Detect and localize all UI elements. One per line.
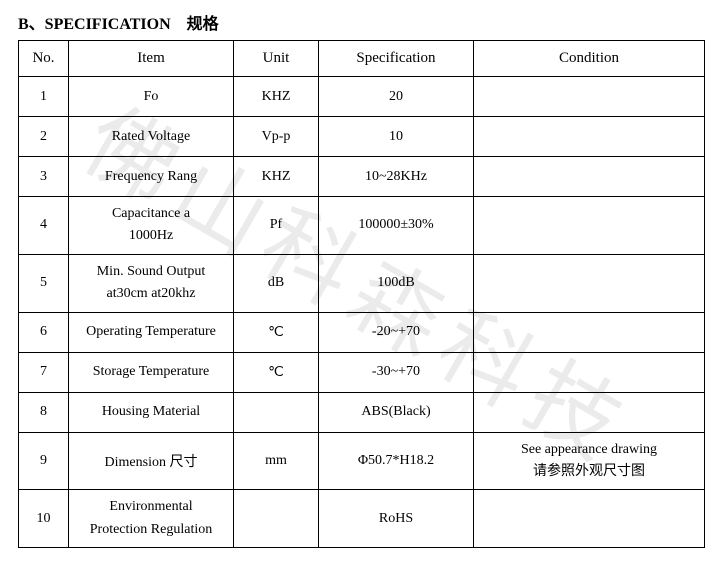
cell-spec: ABS(Black) [319, 392, 474, 432]
cell-unit [234, 490, 319, 548]
cell-item-line1: Min. Sound Output [97, 264, 206, 279]
cell-no: 8 [19, 392, 69, 432]
table-row: 4 Capacitance a 1000Hz Pf 100000±30% [19, 197, 705, 255]
cell-item: Environmental Protection Regulation [69, 490, 234, 548]
cell-item: Operating Temperature [69, 312, 234, 352]
cell-item-line2: at30cm at20khz [106, 286, 195, 301]
cell-unit: KHZ [234, 77, 319, 117]
table-row: 10 Environmental Protection Regulation R… [19, 490, 705, 548]
cell-no: 10 [19, 490, 69, 548]
table-row: 2 Rated Voltage Vp-p 10 [19, 117, 705, 157]
cell-item: Storage Temperature [69, 352, 234, 392]
cell-cond [474, 197, 705, 255]
table-row: 5 Min. Sound Output at30cm at20khz dB 10… [19, 254, 705, 312]
cell-no: 9 [19, 432, 69, 490]
col-header-unit: Unit [234, 41, 319, 77]
cell-no: 1 [19, 77, 69, 117]
cell-cond-line2: 请参照外观尺寸图 [533, 464, 645, 479]
table-row: 9 Dimension 尺寸 mm Φ50.7*H18.2 See appear… [19, 432, 705, 490]
table-row: 8 Housing Material ABS(Black) [19, 392, 705, 432]
table-row: 7 Storage Temperature ℃ -30~+70 [19, 352, 705, 392]
cell-cond: See appearance drawing 请参照外观尺寸图 [474, 432, 705, 490]
cell-no: 2 [19, 117, 69, 157]
cell-spec: -30~+70 [319, 352, 474, 392]
cell-no: 6 [19, 312, 69, 352]
cell-unit: dB [234, 254, 319, 312]
cell-cond [474, 490, 705, 548]
specification-table: No. Item Unit Specification Condition 1 … [18, 40, 705, 548]
cell-item: Rated Voltage [69, 117, 234, 157]
cell-unit: ℃ [234, 352, 319, 392]
cell-item-line2: Protection Regulation [90, 522, 212, 537]
cell-item: Capacitance a 1000Hz [69, 197, 234, 255]
cell-item-line1: Environmental [109, 499, 192, 514]
cell-item-line1: Capacitance a [112, 206, 190, 221]
cell-no: 7 [19, 352, 69, 392]
table-header-row: No. Item Unit Specification Condition [19, 41, 705, 77]
table-row: 6 Operating Temperature ℃ -20~+70 [19, 312, 705, 352]
cell-unit [234, 392, 319, 432]
cell-spec: Φ50.7*H18.2 [319, 432, 474, 490]
cell-item-line2: 1000Hz [129, 228, 173, 243]
col-header-spec: Specification [319, 41, 474, 77]
cell-unit: Pf [234, 197, 319, 255]
cell-cond [474, 312, 705, 352]
cell-cond [474, 157, 705, 197]
cell-spec: 10 [319, 117, 474, 157]
cell-spec: 100000±30% [319, 197, 474, 255]
cell-unit: Vp-p [234, 117, 319, 157]
cell-item: Housing Material [69, 392, 234, 432]
cell-cond [474, 117, 705, 157]
cell-spec: 20 [319, 77, 474, 117]
col-header-item: Item [69, 41, 234, 77]
col-header-cond: Condition [474, 41, 705, 77]
cell-cond [474, 392, 705, 432]
table-row: 1 Fo KHZ 20 [19, 77, 705, 117]
section-heading: B、SPECIFICATION 规格 [18, 10, 705, 34]
cell-spec: RoHS [319, 490, 474, 548]
cell-item: Min. Sound Output at30cm at20khz [69, 254, 234, 312]
cell-no: 3 [19, 157, 69, 197]
cell-item: Dimension 尺寸 [69, 432, 234, 490]
cell-cond [474, 352, 705, 392]
cell-cond [474, 254, 705, 312]
cell-item: Frequency Rang [69, 157, 234, 197]
cell-item: Fo [69, 77, 234, 117]
cell-unit: mm [234, 432, 319, 490]
table-row: 3 Frequency Rang KHZ 10~28KHz [19, 157, 705, 197]
cell-spec: 10~28KHz [319, 157, 474, 197]
col-header-no: No. [19, 41, 69, 77]
cell-cond [474, 77, 705, 117]
cell-unit: KHZ [234, 157, 319, 197]
cell-no: 5 [19, 254, 69, 312]
cell-cond-line1: See appearance drawing [521, 442, 657, 457]
cell-unit: ℃ [234, 312, 319, 352]
cell-spec: -20~+70 [319, 312, 474, 352]
cell-no: 4 [19, 197, 69, 255]
cell-spec: 100dB [319, 254, 474, 312]
